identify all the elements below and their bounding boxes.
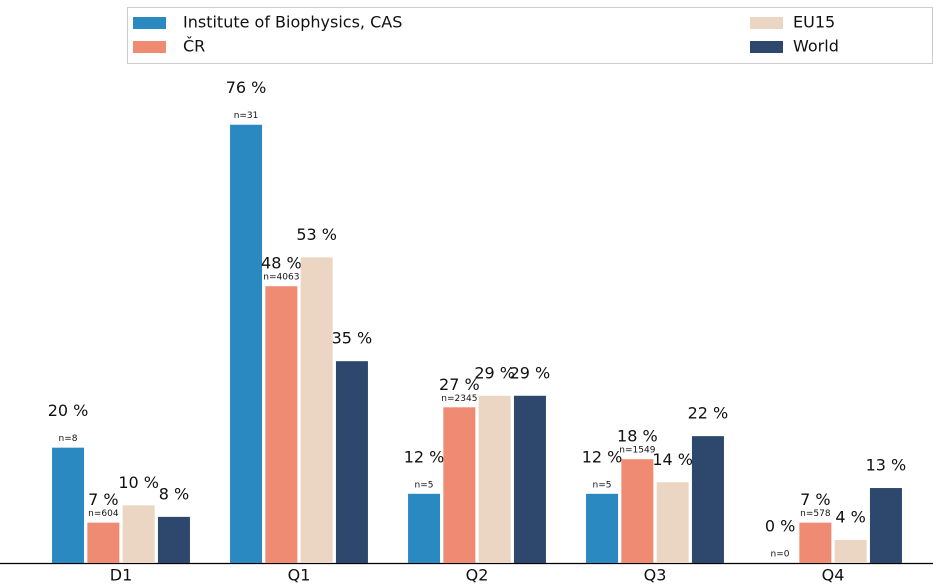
bar <box>478 395 511 563</box>
sample-label: n=1549 <box>619 446 655 456</box>
value-label: 14 % <box>652 450 693 469</box>
bar <box>513 395 546 563</box>
sample-label: n=604 <box>88 509 119 519</box>
value-label: 12 % <box>404 447 445 466</box>
x-tick-label: D1 <box>110 566 133 584</box>
legend-label: EU15 <box>793 13 835 32</box>
value-label: 7 % <box>88 490 118 509</box>
sample-label: n=578 <box>800 509 831 519</box>
sample-label: n=5 <box>415 480 434 490</box>
legend-label: World <box>793 37 839 56</box>
bar <box>443 407 476 563</box>
value-label: 0 % <box>765 517 795 536</box>
value-label: 8 % <box>159 484 189 503</box>
value-label: 29 % <box>510 363 551 382</box>
bar <box>157 516 190 563</box>
legend-swatch <box>750 41 783 53</box>
bar <box>230 124 263 563</box>
sample-label: n=0 <box>771 550 790 560</box>
legend-label: ČR <box>183 37 205 56</box>
value-label: 7 % <box>800 490 830 509</box>
value-label: 48 % <box>261 254 302 273</box>
value-label: 13 % <box>866 456 907 475</box>
value-label: 12 % <box>582 447 623 466</box>
sample-label: n=31 <box>234 111 259 121</box>
legend-swatch <box>750 17 783 29</box>
x-tick-label: Q2 <box>466 566 489 584</box>
legend-swatch <box>133 41 166 53</box>
bar <box>834 539 867 563</box>
value-label: 27 % <box>439 375 480 394</box>
bar <box>335 361 368 563</box>
bar <box>87 522 120 563</box>
sample-label: n=2345 <box>441 394 477 404</box>
bar <box>586 493 619 563</box>
sample-label: n=8 <box>59 434 78 444</box>
sample-label: n=5 <box>593 480 612 490</box>
value-label: 53 % <box>296 225 337 244</box>
bar <box>122 505 155 563</box>
bar <box>265 286 298 563</box>
bar <box>52 447 85 563</box>
legend-label: Institute of Biophysics, CAS <box>183 13 402 32</box>
legend-swatch <box>133 17 166 29</box>
bar <box>799 522 832 563</box>
bar <box>300 257 333 563</box>
sample-label: n=4063 <box>263 273 299 283</box>
value-label: 29 % <box>474 363 515 382</box>
bar <box>656 482 689 563</box>
value-label: 4 % <box>835 507 865 526</box>
bar <box>621 459 654 563</box>
x-tick-label: Q3 <box>644 566 667 584</box>
value-label: 10 % <box>118 473 159 492</box>
bar <box>408 493 441 563</box>
legend-box <box>127 7 933 64</box>
bar <box>869 488 902 563</box>
value-label: 35 % <box>332 329 373 348</box>
value-label: 20 % <box>48 401 89 420</box>
value-label: 18 % <box>617 427 658 446</box>
x-tick-label: Q4 <box>822 566 845 584</box>
value-label: 22 % <box>688 404 729 423</box>
bar <box>691 436 724 563</box>
x-tick-label: Q1 <box>288 566 311 584</box>
value-label: 76 % <box>226 78 267 97</box>
